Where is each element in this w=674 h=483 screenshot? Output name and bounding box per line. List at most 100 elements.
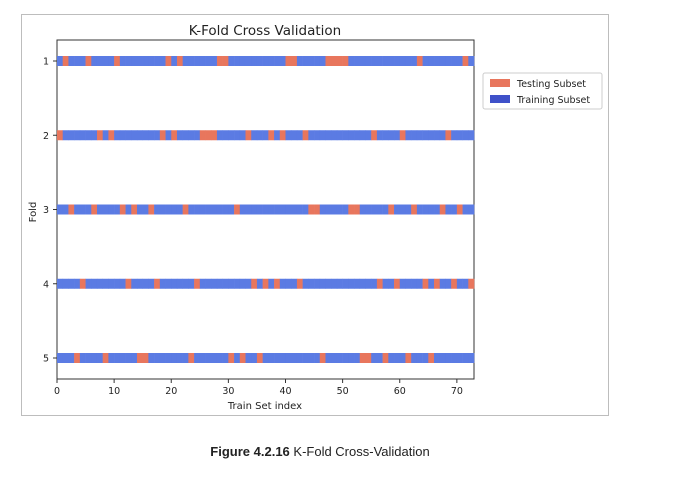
testing-sample bbox=[222, 56, 229, 66]
training-sample bbox=[468, 56, 475, 66]
training-sample bbox=[154, 130, 161, 141]
training-sample bbox=[211, 56, 218, 66]
training-sample bbox=[148, 278, 155, 289]
x-tick-label: 0 bbox=[54, 386, 60, 397]
training-sample bbox=[125, 353, 132, 363]
training-sample bbox=[285, 353, 292, 363]
training-sample bbox=[456, 278, 463, 289]
testing-sample bbox=[319, 353, 326, 363]
y-tick-label: 3 bbox=[43, 205, 49, 216]
testing-sample bbox=[239, 353, 246, 363]
training-sample bbox=[365, 278, 372, 289]
training-sample bbox=[319, 130, 326, 141]
training-sample bbox=[194, 204, 201, 215]
training-sample bbox=[96, 204, 103, 215]
testing-sample bbox=[336, 56, 343, 66]
training-sample bbox=[251, 56, 258, 66]
testing-sample bbox=[331, 56, 338, 66]
training-sample bbox=[279, 353, 286, 363]
training-sample bbox=[274, 204, 281, 215]
testing-sample bbox=[256, 353, 263, 363]
training-sample bbox=[239, 130, 246, 141]
training-sample bbox=[325, 130, 332, 141]
testing-sample bbox=[376, 278, 383, 289]
training-sample bbox=[119, 56, 126, 66]
training-sample bbox=[405, 56, 412, 66]
training-sample bbox=[222, 204, 229, 215]
testing-sample bbox=[91, 204, 98, 215]
training-sample bbox=[148, 353, 155, 363]
training-sample bbox=[216, 278, 223, 289]
training-sample bbox=[182, 56, 189, 66]
training-sample bbox=[279, 278, 286, 289]
training-sample bbox=[188, 204, 195, 215]
training-sample bbox=[108, 56, 115, 66]
k-fold-chart: K-Fold Cross Validation 0 10 20 30 40 50 60 70 … bbox=[28, 23, 603, 412]
testing-sample bbox=[451, 278, 458, 289]
testing-sample bbox=[96, 130, 103, 141]
training-sample bbox=[154, 204, 161, 215]
training-sample bbox=[434, 353, 441, 363]
training-sample bbox=[439, 56, 446, 66]
training-sample bbox=[434, 56, 441, 66]
testing-sample bbox=[405, 353, 412, 363]
x-axis-label: Train Set index bbox=[227, 401, 302, 412]
training-sample bbox=[199, 278, 206, 289]
training-sample bbox=[85, 204, 92, 215]
training-sample bbox=[131, 278, 138, 289]
training-sample bbox=[96, 56, 103, 66]
training-sample bbox=[439, 130, 446, 141]
training-sample bbox=[188, 278, 195, 289]
training-sample bbox=[388, 130, 395, 141]
testing-sample bbox=[456, 204, 463, 215]
training-sample bbox=[159, 278, 166, 289]
testing-sample bbox=[131, 204, 138, 215]
training-sample bbox=[91, 130, 98, 141]
testing-sample bbox=[342, 56, 349, 66]
training-sample bbox=[136, 204, 143, 215]
training-sample bbox=[302, 56, 309, 66]
training-sample bbox=[256, 204, 263, 215]
caption-label: Figure 4.2.16 bbox=[210, 444, 290, 459]
training-sample bbox=[445, 353, 452, 363]
testing-sample bbox=[171, 130, 178, 141]
training-sample bbox=[182, 130, 189, 141]
testing-sample bbox=[394, 278, 401, 289]
training-sample bbox=[125, 56, 132, 66]
training-sample bbox=[136, 130, 143, 141]
legend-label-training: Training Subset bbox=[516, 95, 590, 106]
training-sample bbox=[451, 353, 458, 363]
training-sample bbox=[445, 278, 452, 289]
testing-sample bbox=[434, 278, 441, 289]
training-sample bbox=[336, 278, 343, 289]
training-sample bbox=[314, 130, 321, 141]
y-axis-label: Fold bbox=[28, 202, 39, 223]
training-sample bbox=[371, 278, 378, 289]
training-sample bbox=[382, 204, 389, 215]
testing-sample bbox=[411, 204, 418, 215]
training-sample bbox=[376, 130, 383, 141]
training-sample bbox=[308, 56, 315, 66]
training-sample bbox=[262, 130, 269, 141]
training-sample bbox=[434, 130, 441, 141]
training-sample bbox=[359, 278, 366, 289]
training-sample bbox=[308, 278, 315, 289]
y-axis-ticks: 1 2 3 4 5 bbox=[43, 57, 57, 365]
training-sample bbox=[279, 204, 286, 215]
training-sample bbox=[102, 130, 109, 141]
training-sample bbox=[428, 56, 435, 66]
training-sample bbox=[399, 353, 406, 363]
training-sample bbox=[125, 204, 132, 215]
training-sample bbox=[102, 204, 109, 215]
training-sample bbox=[62, 278, 69, 289]
training-sample bbox=[439, 278, 446, 289]
testing-sample bbox=[314, 204, 321, 215]
training-sample bbox=[451, 130, 458, 141]
training-sample bbox=[468, 353, 475, 363]
testing-sample bbox=[285, 56, 292, 66]
training-sample bbox=[228, 56, 235, 66]
training-sample bbox=[216, 130, 223, 141]
training-sample bbox=[348, 130, 355, 141]
training-sample bbox=[325, 278, 332, 289]
training-sample bbox=[262, 56, 269, 66]
